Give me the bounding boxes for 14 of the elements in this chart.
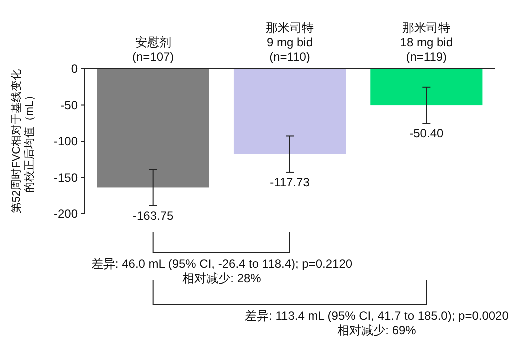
data-label: -50.40 <box>410 126 444 141</box>
y-axis-title: 第52周时FVC相对于基线变化的校正后均值（mL） <box>10 69 36 214</box>
data-label: -117.73 <box>270 175 310 190</box>
y-tick-label: -50 <box>60 98 78 112</box>
y-tick-label: 0 <box>71 62 78 76</box>
data-label: -163.75 <box>132 208 174 223</box>
text: 差异: 46.0 mL (95% CI, -26.4 to 118.4); p=0.2120 相对减少: 28% <box>91 257 353 286</box>
y-tick-label: -100 <box>54 134 78 148</box>
x-tick-label: 安慰剂 (n=107) <box>132 36 174 64</box>
x-tick-label: 那米司特 9 mg bid (n=110) <box>266 21 314 64</box>
y-tick-label: -200 <box>54 207 78 221</box>
x-tick-label: 那米司特 18 mg bid (n=119) <box>400 21 454 64</box>
text: 差异: 113.4 mL (95% CI, 41.7 to 185.0); p=0.0020 相对减少: 69% <box>245 309 510 338</box>
y-tick-label: -150 <box>54 170 78 185</box>
